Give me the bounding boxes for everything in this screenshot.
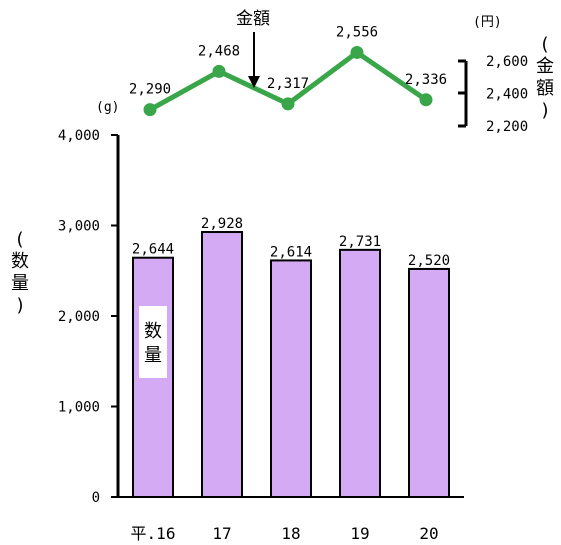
x-tick-label: 20 [419, 524, 438, 543]
bar [408, 267, 450, 498]
line-unit-label: (円) [473, 15, 502, 30]
bar [201, 231, 243, 499]
line-data-label: 2,336 [405, 72, 447, 88]
y-tick-label: 0 [92, 490, 100, 506]
x-tick-label: 18 [281, 524, 300, 543]
bar-unit-label: (g) [96, 100, 119, 115]
line-value-axis [458, 59, 468, 128]
y-axis-ticks: 4,000 3,000 2,000 1,000 0 [58, 128, 118, 506]
y-tick-label: 3,000 [58, 219, 100, 235]
line-points [143, 45, 433, 117]
bar-series-label: 数量 [144, 321, 162, 366]
x-axis-tick-labels: 平.16 17 18 19 20 [131, 524, 439, 543]
y-tick-label: 1,000 [58, 400, 100, 416]
bar [339, 248, 381, 498]
line-point [419, 93, 433, 107]
line-point [281, 97, 295, 111]
line-point [212, 64, 226, 78]
line-series-arrowhead [248, 76, 260, 88]
line-data-label: 2,290 [129, 82, 171, 98]
line-point [350, 45, 364, 59]
line-y-axis-title: (金額) [536, 34, 554, 121]
bar-data-label: 2,614 [270, 244, 312, 260]
line-data-label: 2,556 [336, 24, 378, 40]
line-data-label: 2,468 [198, 43, 240, 59]
bar-data-label: 2,731 [339, 234, 381, 250]
y-tick-label: 4,000 [58, 128, 100, 144]
bar-data-labels: 2,644 2,928 2,614 2,731 2,520 [132, 216, 450, 269]
line-point [143, 103, 157, 117]
x-tick-label: 19 [350, 524, 369, 543]
y-tick-label: 2,000 [58, 309, 100, 325]
bar-y-axis-title: (数量) [11, 229, 29, 316]
x-tick-label: 17 [212, 524, 231, 543]
bar-series [132, 231, 450, 499]
line-tick-label: 2,200 [486, 119, 528, 135]
bar-data-label: 2,520 [408, 253, 450, 269]
line-series-label: 金額 [236, 9, 270, 29]
bar-y-axis-title-text: (数量) [11, 229, 29, 316]
bar-data-label: 2,644 [132, 242, 174, 258]
line-tick-label: 2,400 [486, 87, 528, 103]
line-data-labels: 2,290 2,468 2,317 2,556 2,336 [129, 24, 447, 97]
bar [270, 259, 312, 499]
bar-data-label: 2,928 [201, 216, 243, 232]
bar-series-label-box [139, 306, 167, 378]
line-data-label: 2,317 [267, 76, 309, 92]
line-tick-label: 2,600 [486, 54, 528, 70]
x-tick-label: 平.16 [131, 524, 176, 543]
line-axis-tick-labels: 2,600 2,400 2,200 [486, 54, 528, 135]
